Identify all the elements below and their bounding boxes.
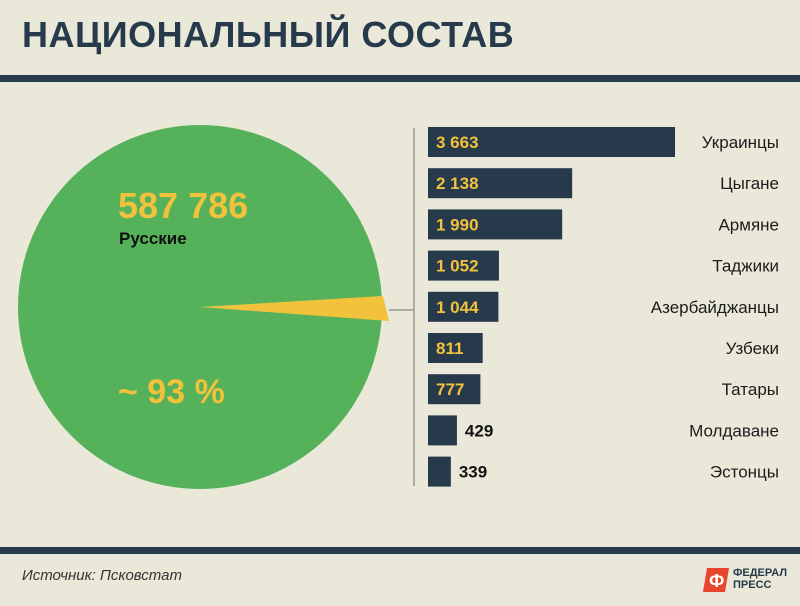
bar bbox=[428, 209, 563, 240]
bar-value-label: 2 138 bbox=[436, 174, 479, 193]
pie-slice-others bbox=[200, 296, 389, 321]
bar-category-label: Эстонцы bbox=[710, 463, 779, 482]
bar-category-label: Татары bbox=[722, 380, 779, 399]
bar bbox=[428, 374, 481, 405]
bar-category-label: Таджики bbox=[712, 257, 779, 276]
bar-category-label: Узбеки bbox=[726, 339, 779, 358]
bar-group: 3 663 Украинцы 2 138 Цыгане 1 990 Армяне 1 052… bbox=[428, 127, 779, 487]
logo-text: ФЕДЕРАЛ ПРЕСС bbox=[733, 567, 788, 591]
bar bbox=[428, 291, 499, 322]
bar-value-label: 811 bbox=[436, 339, 463, 358]
bar-value-label: 1 990 bbox=[436, 215, 479, 234]
bar bbox=[428, 415, 457, 446]
top-divider bbox=[0, 75, 800, 82]
page-title: НАЦИОНАЛЬНЫЙ СОСТАВ bbox=[22, 14, 515, 55]
bar-value-label: 339 bbox=[459, 463, 487, 482]
bottom-divider bbox=[0, 547, 800, 554]
bar bbox=[428, 456, 451, 487]
main-category-label: Русские bbox=[119, 229, 187, 248]
bar bbox=[428, 168, 573, 199]
main-value-label: 587 786 bbox=[118, 185, 248, 226]
source-note: Источник: Псковстат bbox=[22, 567, 182, 584]
bar bbox=[428, 333, 483, 363]
bar-value-label: 777 bbox=[436, 380, 464, 399]
bar-category-label: Украинцы bbox=[702, 133, 779, 152]
bar bbox=[428, 250, 499, 281]
bar-category-label: Азербайджанцы bbox=[651, 298, 779, 317]
bar-category-label: Молдаване bbox=[689, 421, 779, 440]
bar-value-label: 429 bbox=[465, 421, 493, 440]
federal-press-logo: Ф bbox=[703, 568, 729, 592]
bar-value-label: 3 663 bbox=[436, 133, 479, 152]
bar-value-label: 1 044 bbox=[436, 298, 479, 317]
bar-value-label: 1 052 bbox=[436, 257, 479, 276]
bar-category-label: Армяне bbox=[718, 215, 779, 234]
bar-category-label: Цыгане bbox=[720, 174, 779, 193]
main-share-label: ~ 93 % bbox=[118, 373, 225, 411]
bar bbox=[428, 127, 675, 157]
svg-text:Ф: Ф bbox=[709, 571, 724, 591]
